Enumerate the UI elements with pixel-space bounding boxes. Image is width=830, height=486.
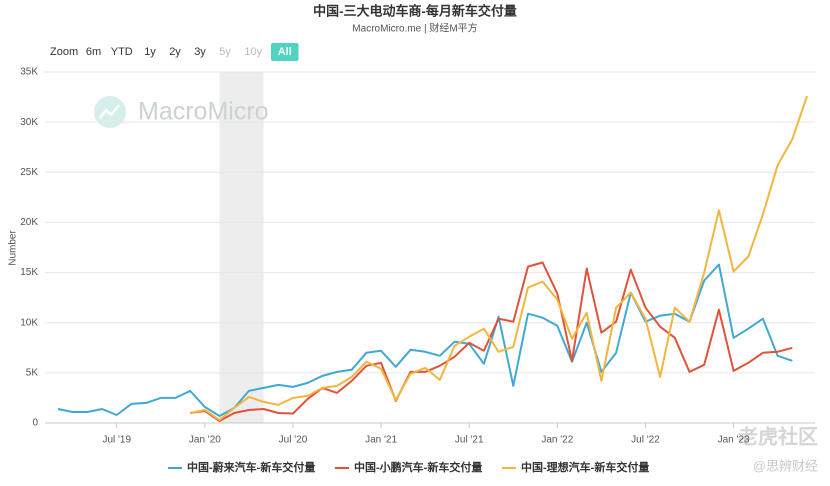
logo-icon (99, 104, 120, 119)
range-button-label: 10y (244, 46, 262, 58)
y-tick-label: 25K (20, 167, 38, 178)
x-tick-label: Jan '23 (718, 435, 750, 446)
range-button-label[interactable]: YTD (111, 46, 133, 58)
x-tick-label: Jan '21 (365, 435, 397, 446)
series-line (190, 261, 793, 422)
y-tick-label: 20K (20, 217, 38, 228)
chart-subtitle: MacroMicro.me | 财经M平方 (352, 22, 477, 35)
y-tick-label: 10K (20, 317, 38, 328)
range-button[interactable]: 1y (144, 46, 156, 58)
range-button[interactable]: All (271, 43, 299, 61)
legend-item[interactable]: 中国-蔚来汽车-新车交付量 (168, 460, 315, 474)
range-button[interactable]: 2y (169, 46, 181, 58)
y-axis-label: Number (8, 230, 19, 266)
range-button-label[interactable]: 2y (169, 46, 181, 58)
series-line (57, 263, 793, 417)
watermark: @思辨财经 (753, 458, 818, 473)
legend-label[interactable]: 中国-理想汽车-新车交付量 (521, 460, 649, 474)
y-tick-label: 30K (20, 117, 38, 128)
range-button-label[interactable]: All (278, 46, 292, 58)
x-tick-label: Jul '21 (455, 435, 484, 446)
range-button: 10y (244, 46, 262, 58)
range-button-label[interactable]: 1y (144, 46, 156, 58)
series-line (190, 95, 808, 421)
x-tick-label: Jan '22 (541, 435, 573, 446)
chart-title: 中国-三大电动车商-每月新车交付量 (313, 3, 517, 18)
legend-item[interactable]: 中国-小鹏汽车-新车交付量 (335, 460, 482, 474)
x-tick-label: Jan '20 (189, 435, 221, 446)
y-tick-label: 15K (20, 267, 38, 278)
watermark: 老虎社区 (738, 424, 818, 448)
x-tick-label: Jul '22 (631, 435, 660, 446)
legend-label[interactable]: 中国-小鹏汽车-新车交付量 (354, 460, 482, 474)
watermark: MacroMicro (138, 98, 269, 126)
range-button-label[interactable]: 6m (86, 46, 101, 58)
range-button[interactable]: 3y (194, 46, 206, 58)
range-label: Zoom (50, 46, 78, 58)
y-tick-label: 35K (20, 67, 38, 78)
range-button-label[interactable]: 3y (194, 46, 206, 58)
logo-circle (94, 96, 126, 128)
legend-label[interactable]: 中国-蔚来汽车-新车交付量 (187, 460, 315, 474)
range-button[interactable]: 6m (86, 46, 101, 58)
x-tick-label: Jul '19 (102, 435, 131, 446)
range-button-bg (271, 43, 299, 61)
range-button: 5y (219, 46, 231, 58)
y-tick-label: 0 (32, 418, 38, 429)
range-button[interactable]: YTD (111, 46, 133, 58)
range-button-label: 5y (219, 46, 231, 58)
x-tick-label: Jul '20 (279, 435, 308, 446)
y-tick-label: 5K (26, 367, 39, 378)
legend-item[interactable]: 中国-理想汽车-新车交付量 (502, 460, 649, 474)
shaded-range (219, 72, 264, 423)
watermark-logo (94, 96, 126, 128)
